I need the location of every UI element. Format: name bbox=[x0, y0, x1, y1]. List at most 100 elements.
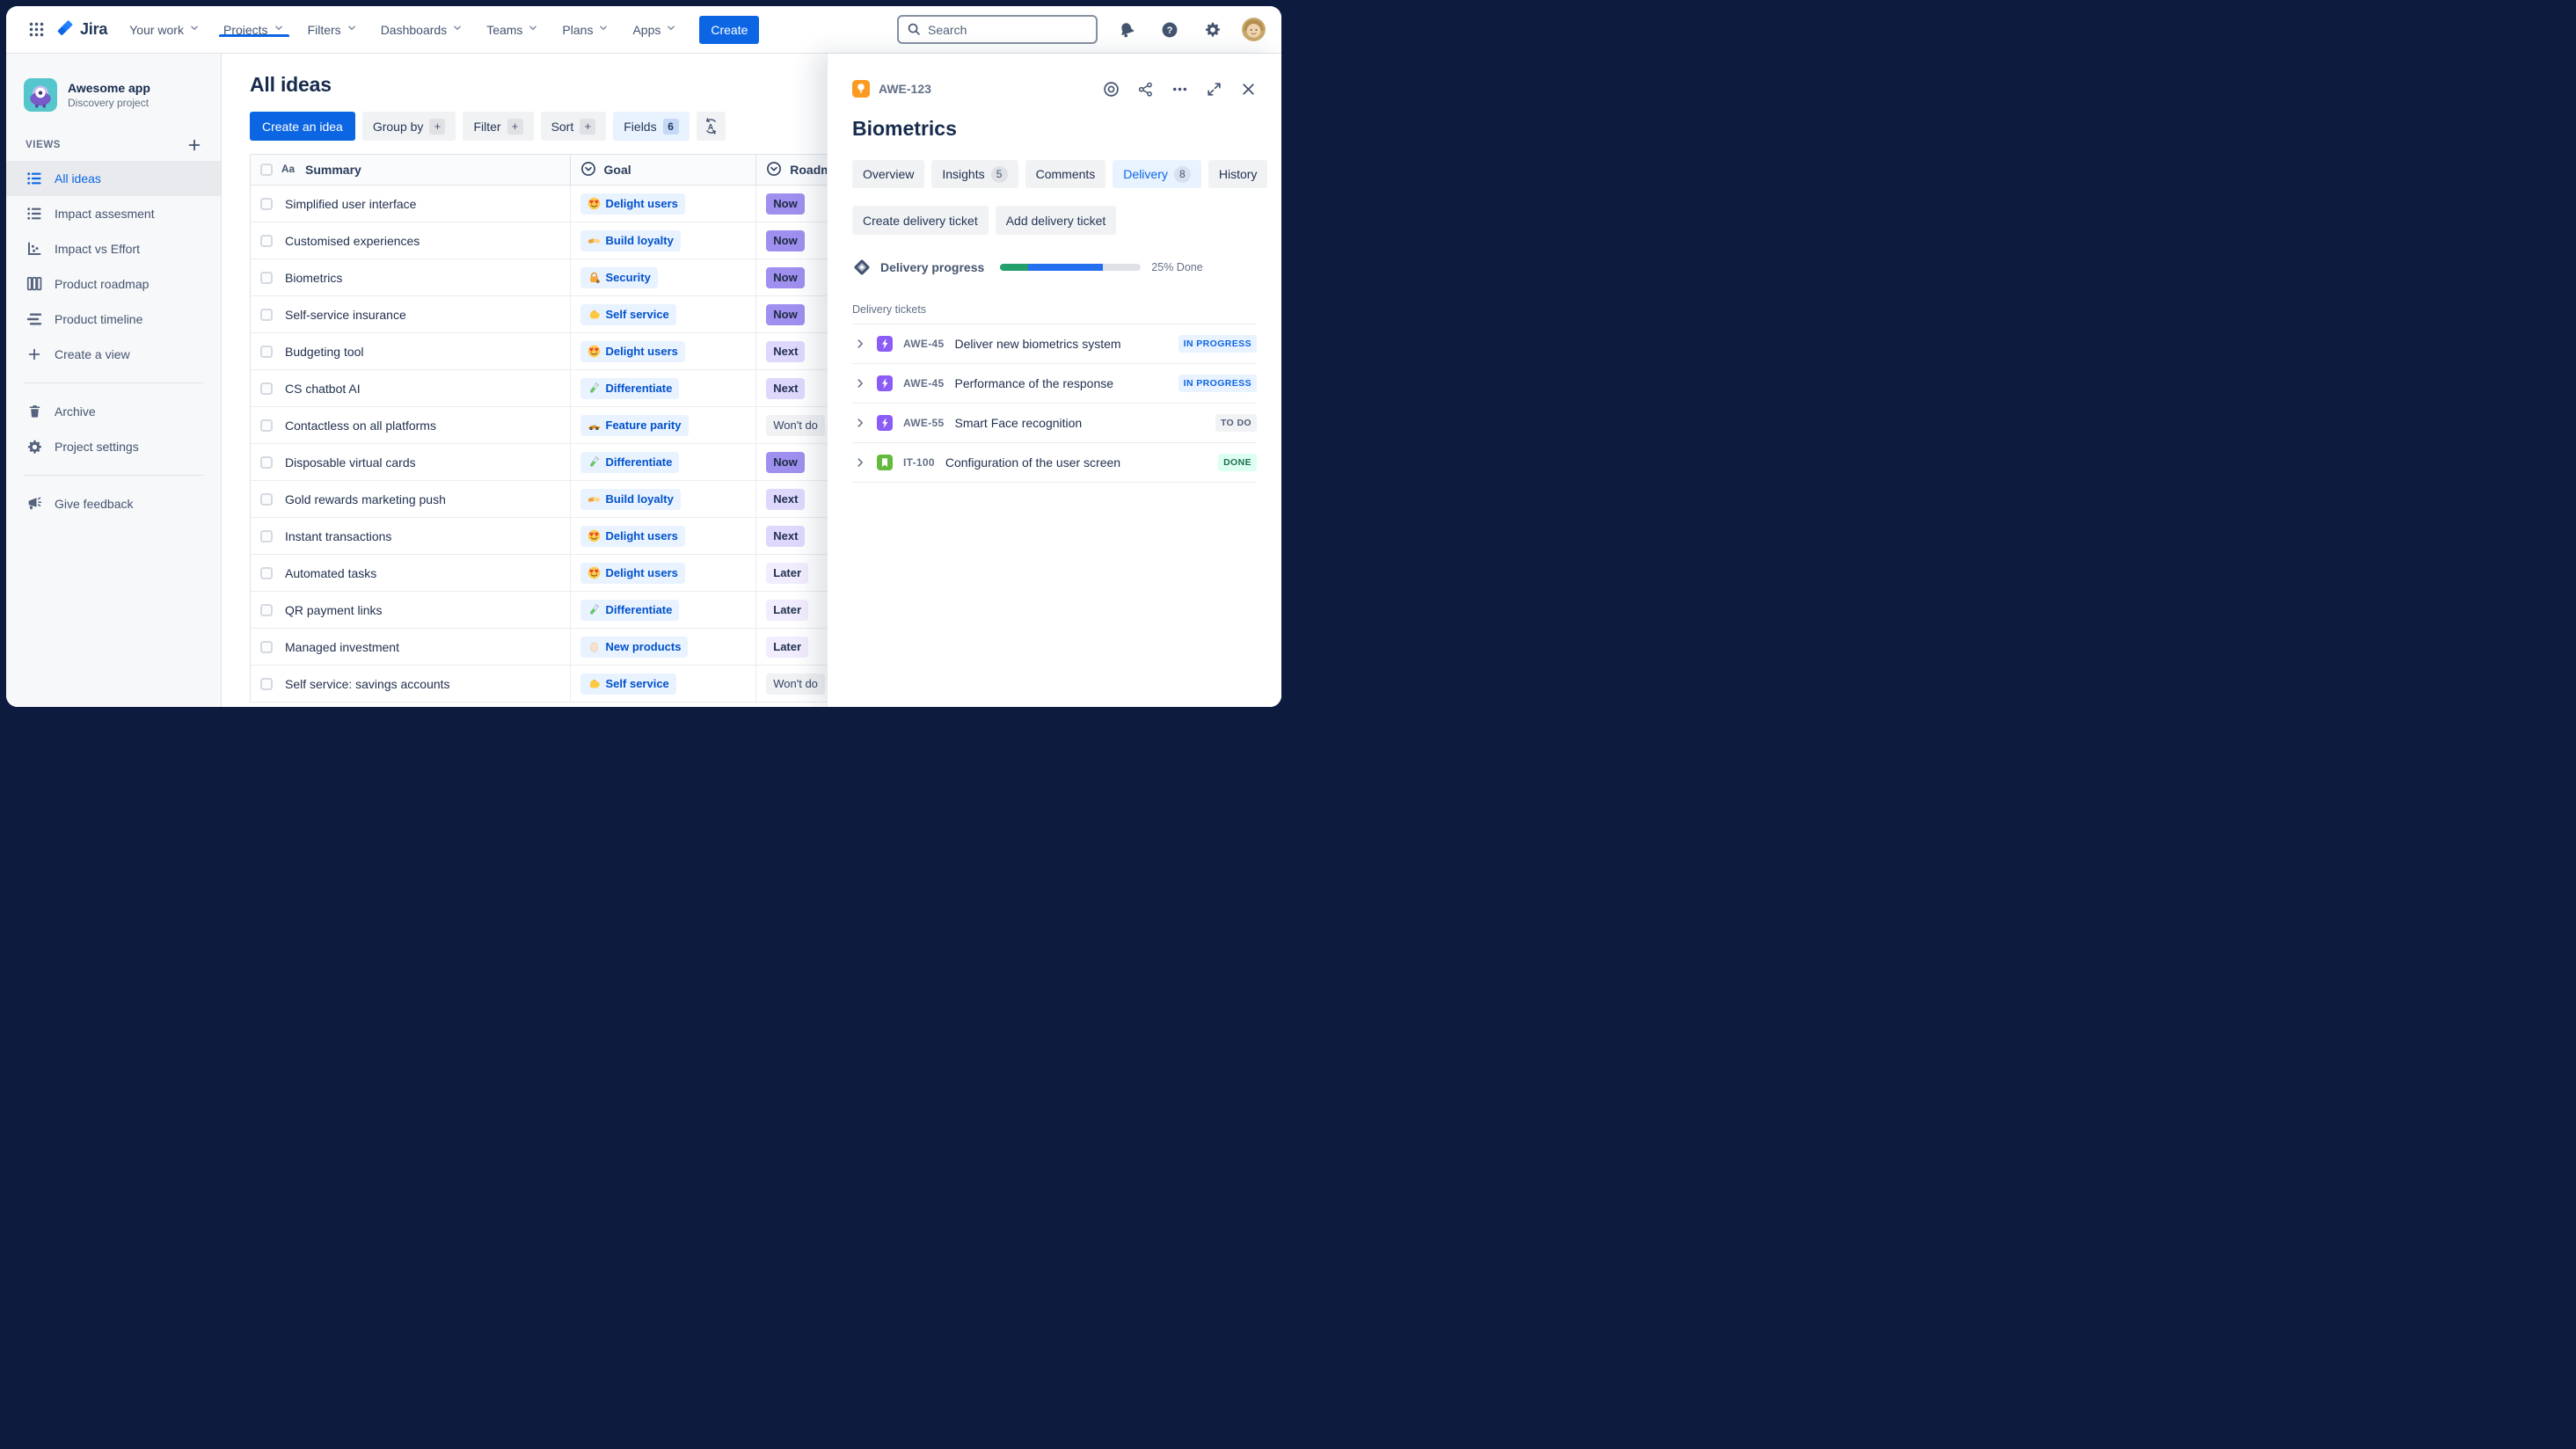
row-checkbox[interactable] bbox=[260, 566, 273, 579]
delivery-ticket-row[interactable]: IT-100 Configuration of the user screen DO… bbox=[852, 443, 1257, 483]
row-checkbox[interactable] bbox=[260, 677, 273, 690]
idea-summary[interactable]: Disposable virtual cards bbox=[285, 455, 416, 470]
sidebar-item-impact-vs-effort[interactable]: Impact vs Effort bbox=[6, 231, 221, 266]
tab-history[interactable]: History bbox=[1208, 160, 1268, 188]
table-row[interactable]: Managed investment New products Later bbox=[251, 629, 924, 666]
idea-summary[interactable]: QR payment links bbox=[285, 602, 383, 617]
issue-title[interactable]: Biometrics bbox=[852, 117, 957, 140]
roadmap-pill[interactable]: Later bbox=[766, 599, 809, 621]
idea-summary[interactable]: Self-service insurance bbox=[285, 307, 406, 322]
create-button[interactable]: Create bbox=[699, 15, 760, 44]
row-checkbox[interactable] bbox=[260, 345, 273, 358]
row-checkbox[interactable] bbox=[260, 640, 273, 653]
ticket-title[interactable]: Performance of the response bbox=[954, 376, 1114, 390]
goal-pill[interactable]: ♥ ♥ Delight users bbox=[580, 340, 685, 362]
roadmap-pill[interactable]: Now bbox=[766, 193, 805, 215]
chevron-right-icon[interactable] bbox=[854, 338, 866, 350]
add-delivery-ticket-button[interactable]: Add delivery ticket bbox=[995, 206, 1117, 235]
sidebar-item-all-ideas[interactable]: All ideas bbox=[6, 161, 221, 196]
table-row[interactable]: Gold rewards marketing push Build loyalty… bbox=[251, 481, 924, 518]
user-avatar[interactable] bbox=[1242, 18, 1266, 41]
table-row[interactable]: Instant transactions ♥ ♥ Delight users Next bbox=[251, 518, 924, 555]
idea-summary[interactable]: CS chatbot AI bbox=[285, 381, 361, 396]
roadmap-pill[interactable]: Next bbox=[766, 340, 806, 362]
table-row[interactable]: Disposable virtual cards Differentiate Now bbox=[251, 444, 924, 481]
sidebar-item-archive[interactable]: Archive bbox=[6, 394, 221, 429]
ticket-title[interactable]: Deliver new biometrics system bbox=[954, 337, 1121, 351]
roadmap-pill[interactable]: Now bbox=[766, 266, 805, 288]
goal-pill[interactable]: ♥ ♥ Delight users bbox=[580, 562, 685, 584]
create-idea-button[interactable]: Create an idea bbox=[250, 112, 355, 141]
row-checkbox[interactable] bbox=[260, 382, 273, 395]
jira-logo[interactable]: Jira bbox=[52, 19, 116, 40]
column-header-summary[interactable]: Aa Summary bbox=[251, 155, 571, 185]
more-icon[interactable] bbox=[1171, 80, 1188, 98]
table-row[interactable]: Self-service insurance Self service Now bbox=[251, 296, 924, 333]
row-checkbox[interactable] bbox=[260, 492, 273, 506]
nav-item-your-work[interactable]: Your work bbox=[118, 22, 212, 37]
row-checkbox[interactable] bbox=[260, 234, 273, 247]
nav-item-projects[interactable]: Projects bbox=[212, 22, 296, 37]
nav-item-dashboards[interactable]: Dashboards bbox=[369, 22, 476, 37]
goal-pill[interactable]: Differentiate bbox=[580, 599, 680, 621]
goal-pill[interactable]: New products bbox=[580, 636, 689, 658]
delivery-ticket-row[interactable]: AWE-45 Performance of the response IN PROG… bbox=[852, 364, 1257, 404]
idea-summary[interactable]: Gold rewards marketing push bbox=[285, 491, 446, 506]
roadmap-pill[interactable]: Next bbox=[766, 488, 806, 510]
row-checkbox[interactable] bbox=[260, 197, 273, 210]
roadmap-pill[interactable]: Now bbox=[766, 229, 805, 251]
select-all-checkbox[interactable] bbox=[260, 164, 273, 176]
sidebar-item-impact-assesment[interactable]: Impact assesment bbox=[6, 196, 221, 231]
idea-summary[interactable]: Customised experiences bbox=[285, 233, 420, 248]
row-checkbox[interactable] bbox=[260, 271, 273, 284]
close-icon[interactable] bbox=[1239, 80, 1257, 98]
idea-summary[interactable]: Simplified user interface bbox=[285, 196, 417, 211]
goal-pill[interactable]: Security bbox=[580, 266, 658, 288]
idea-summary[interactable]: Contactless on all platforms bbox=[285, 418, 436, 433]
goal-pill[interactable]: Self service bbox=[580, 673, 676, 695]
group-by-button[interactable]: Group by + bbox=[361, 112, 456, 141]
auto-sort-button[interactable]: A bbox=[696, 112, 726, 141]
goal-pill[interactable]: Differentiate bbox=[580, 377, 680, 399]
table-row[interactable]: QR payment links Differentiate Later bbox=[251, 592, 924, 629]
nav-item-teams[interactable]: Teams bbox=[475, 22, 551, 37]
bell-icon[interactable] bbox=[1113, 16, 1141, 44]
row-checkbox[interactable] bbox=[260, 603, 273, 616]
share-icon[interactable] bbox=[1136, 80, 1154, 98]
goal-pill[interactable]: Differentiate bbox=[580, 451, 680, 473]
idea-summary[interactable]: Managed investment bbox=[285, 639, 399, 654]
table-row[interactable]: Customised experiences Build loyalty Now bbox=[251, 222, 924, 259]
delivery-ticket-row[interactable]: AWE-45 Deliver new biometrics system IN PR… bbox=[852, 324, 1257, 364]
app-switcher-icon[interactable] bbox=[22, 16, 50, 44]
nav-item-filters[interactable]: Filters bbox=[296, 22, 369, 37]
sort-button[interactable]: Sort + bbox=[540, 112, 607, 141]
goal-pill[interactable]: Build loyalty bbox=[580, 229, 681, 251]
roadmap-pill[interactable]: Later bbox=[766, 636, 809, 658]
row-checkbox[interactable] bbox=[260, 308, 273, 321]
sidebar-item-product-timeline[interactable]: Product timeline bbox=[6, 302, 221, 337]
table-row[interactable]: Biometrics Security Now bbox=[251, 259, 924, 296]
help-icon[interactable]: ? bbox=[1156, 16, 1184, 44]
table-row[interactable]: Self service: savings accounts Self servi… bbox=[251, 666, 924, 703]
search-input[interactable] bbox=[928, 22, 1088, 37]
goal-pill[interactable]: ♥ ♥ Delight users bbox=[580, 525, 685, 547]
sidebar-item-project-settings[interactable]: Project settings bbox=[6, 429, 221, 464]
settings-icon[interactable] bbox=[1199, 16, 1227, 44]
table-row[interactable]: Simplified user interface ♥ ♥ Delight users… bbox=[251, 186, 924, 222]
tab-insights[interactable]: Insights 5 bbox=[931, 160, 1018, 188]
tab-delivery[interactable]: Delivery 8 bbox=[1113, 160, 1201, 188]
table-row[interactable]: Budgeting tool ♥ ♥ Delight users Next bbox=[251, 333, 924, 370]
roadmap-pill[interactable]: Later bbox=[766, 562, 809, 584]
issue-key[interactable]: AWE-123 bbox=[879, 82, 931, 96]
chevron-right-icon[interactable] bbox=[854, 456, 866, 469]
add-view-icon[interactable] bbox=[186, 136, 203, 154]
expand-icon[interactable] bbox=[1205, 80, 1222, 98]
nav-item-apps[interactable]: Apps bbox=[621, 22, 689, 37]
goal-pill[interactable]: ♥ ♥ Delight users bbox=[580, 193, 685, 215]
row-checkbox[interactable] bbox=[260, 419, 273, 432]
idea-summary[interactable]: Self service: savings accounts bbox=[285, 676, 450, 691]
idea-summary[interactable]: Automated tasks bbox=[285, 565, 377, 580]
tab-comments[interactable]: Comments bbox=[1025, 160, 1106, 188]
goal-pill[interactable]: Feature parity bbox=[580, 414, 689, 436]
sidebar-item-product-roadmap[interactable]: Product roadmap bbox=[6, 266, 221, 302]
